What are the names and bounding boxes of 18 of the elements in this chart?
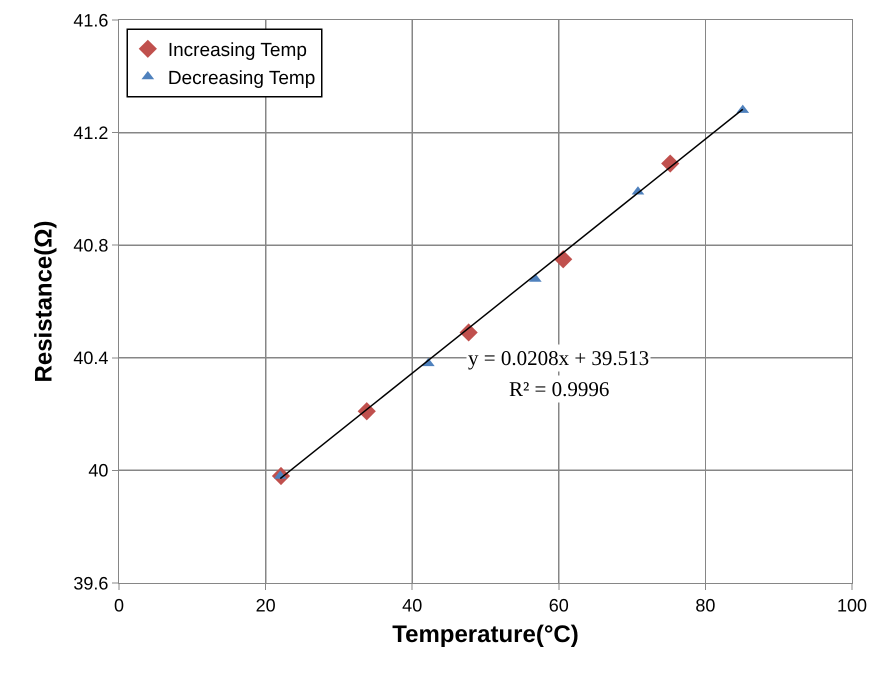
x-tick-label: 60 — [548, 596, 569, 616]
y-tick-label: 41.6 — [73, 10, 108, 30]
x-tick-label: 0 — [114, 596, 124, 616]
y-axis-title: Resistance(Ω) — [30, 220, 58, 382]
legend-label: Increasing Temp — [168, 40, 307, 62]
x-axis-title: Temperature(°C) — [392, 620, 579, 648]
x-tick-label: 80 — [695, 596, 716, 616]
legend-label: Decreasing Temp — [168, 68, 316, 89]
y-tick-label: 40.8 — [73, 236, 108, 256]
y-tick-label: 41.2 — [73, 122, 108, 143]
x-tick-label: 20 — [256, 596, 276, 616]
x-tick-label: 100 — [836, 596, 868, 616]
y-tick-label: 40 — [88, 460, 108, 481]
y-tick-label: 40.4 — [73, 348, 108, 368]
x-tick-label: 40 — [402, 596, 422, 616]
y-tick-label: 39.6 — [73, 573, 108, 594]
annotation: R² = 0.9996 — [509, 377, 610, 401]
annotation: y = 0.0208x + 39.513 — [468, 346, 650, 370]
